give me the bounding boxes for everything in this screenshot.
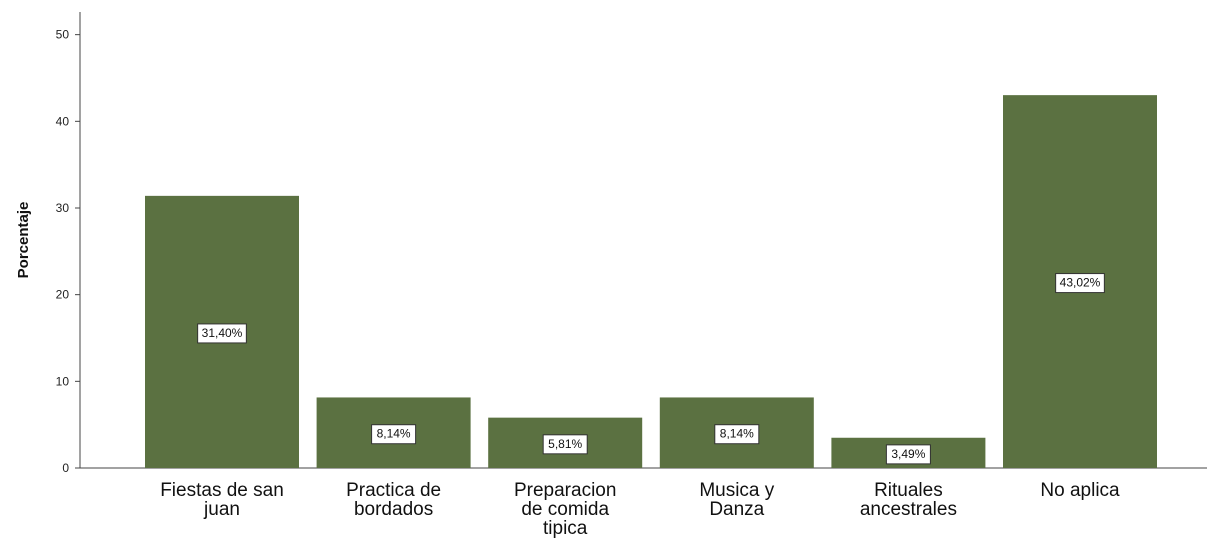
data-label-box — [542, 434, 588, 455]
x-tick-label: Practica de — [346, 480, 441, 501]
y-tick-label: 50 — [56, 28, 70, 42]
data-label-box — [885, 444, 931, 465]
data-label: 5,81% — [542, 434, 588, 455]
data-label-box — [714, 424, 760, 445]
y-tick-label: 40 — [56, 114, 70, 128]
data-label-box — [371, 424, 417, 445]
bars — [145, 95, 1157, 468]
data-label-box — [1055, 273, 1105, 294]
x-tick-label: de comida — [521, 499, 609, 520]
x-tick-label: tipica — [543, 518, 588, 538]
x-tick-label: Danza — [709, 499, 764, 520]
y-tick-label: 0 — [62, 461, 69, 475]
data-label-text: 8,14% — [377, 427, 411, 441]
data-label: 3,49% — [885, 444, 931, 465]
data-label: 43,02% — [1055, 273, 1105, 294]
data-label-text: 5,81% — [548, 437, 582, 451]
data-label: 8,14% — [371, 424, 417, 445]
data-label-text: 3,49% — [891, 447, 925, 461]
data-label-text: 31,40% — [202, 326, 243, 340]
x-tick-label: Preparacion — [514, 480, 616, 501]
x-tick-label: Musica y — [699, 480, 774, 501]
y-tick-label: 20 — [56, 288, 70, 302]
y-tick-label: 10 — [56, 374, 70, 388]
data-label-box — [197, 323, 247, 344]
data-label: 31,40% — [197, 323, 247, 344]
x-tick-label: No aplica — [1040, 480, 1120, 501]
x-tick-label: bordados — [354, 499, 433, 520]
data-label-text: 8,14% — [720, 427, 754, 441]
x-tick-label: juan — [203, 499, 240, 520]
x-tick-label: ancestrales — [860, 499, 957, 520]
data-label-text: 43,02% — [1060, 276, 1101, 290]
data-labels: 31,40% 8,14% 5,81% 8,14% 3,49% 43,02% — [197, 273, 1105, 465]
y-axis: 0 10 20 30 40 50 — [56, 12, 81, 475]
x-tick-label: Fiestas de san — [160, 480, 284, 501]
y-axis-label: Porcentaje — [15, 202, 32, 279]
x-tick-label: Rituales — [874, 480, 943, 501]
data-label: 8,14% — [714, 424, 760, 445]
y-tick-label: 30 — [56, 201, 70, 215]
